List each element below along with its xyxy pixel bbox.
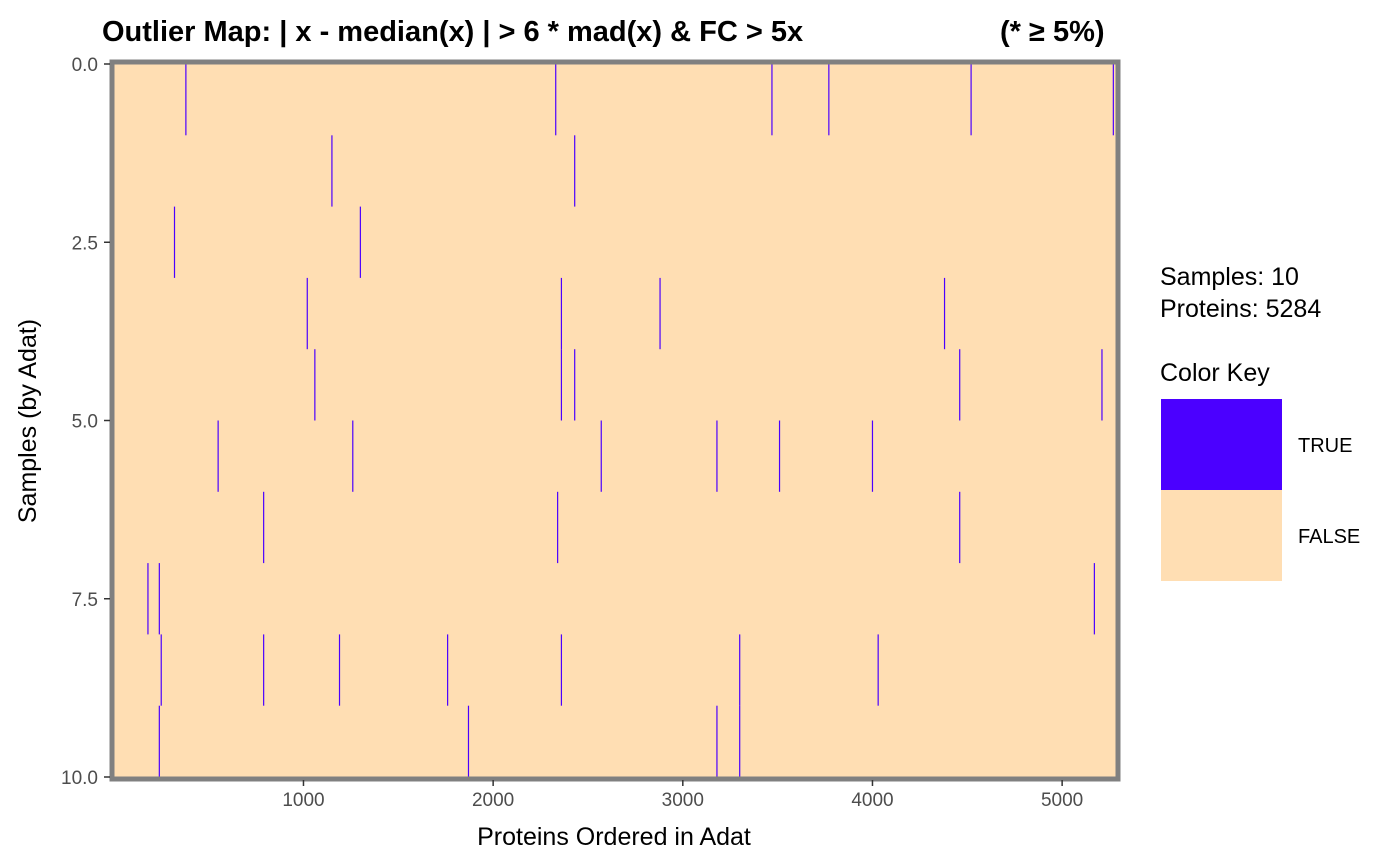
- chart-title: Outlier Map: | x - median(x) | > 6 * mad…: [102, 16, 803, 48]
- legend-title: Color Key: [1160, 359, 1270, 387]
- x-tick-label: 5000: [1041, 790, 1083, 811]
- x-tick-label: 3000: [662, 790, 704, 811]
- x-tick-label: 4000: [851, 790, 893, 811]
- y-tick-label: 2.5: [72, 233, 98, 254]
- panel-border: [109, 59, 1121, 782]
- legend-samples-count: Samples: 10: [1160, 263, 1299, 291]
- legend-proteins-count: Proteins: 5284: [1160, 295, 1321, 323]
- legend: Samples: 10 Proteins: 5284 Color Key TRU…: [1160, 263, 1360, 581]
- heatmap-panel: [114, 64, 1116, 777]
- y-tick-label: 5.0: [72, 412, 98, 433]
- outlier-marks: [147, 64, 1114, 777]
- x-axis-title: Proteins Ordered in Adat: [477, 823, 751, 851]
- y-axis: 0.0 2.5 5.0 7.5 10.0: [61, 55, 110, 789]
- x-axis: 1000 2000 3000 4000 5000: [282, 780, 1083, 811]
- y-tick-label: 0.0: [72, 55, 98, 76]
- y-axis-title: Samples (by Adat): [14, 319, 42, 523]
- y-tick-label: 7.5: [72, 590, 98, 611]
- chart-title-note: (* ≥ 5%): [1000, 16, 1105, 48]
- y-tick-label: 10.0: [61, 768, 98, 789]
- x-tick-label: 1000: [282, 790, 324, 811]
- legend-label-false: FALSE: [1298, 526, 1360, 548]
- legend-label-true: TRUE: [1298, 435, 1352, 457]
- legend-swatch-true: [1161, 399, 1282, 490]
- x-tick-label: 2000: [472, 790, 514, 811]
- legend-swatch-false: [1161, 490, 1282, 581]
